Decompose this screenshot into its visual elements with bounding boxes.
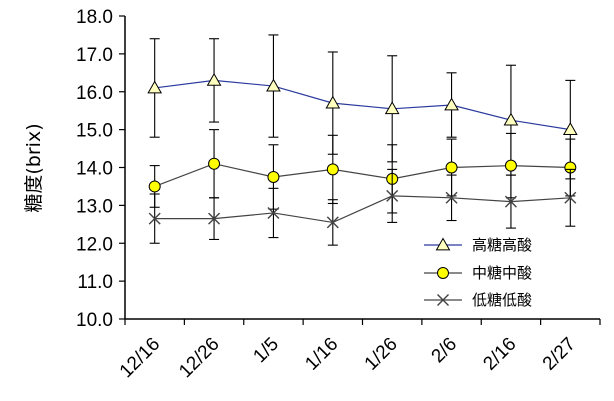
x-marker-stroke xyxy=(504,195,517,208)
data-point xyxy=(208,157,221,170)
x-tick-label: 1/26 xyxy=(361,334,402,375)
y-axis-title: 糖度(brix) xyxy=(23,123,45,212)
x-tick-label: 2/27 xyxy=(539,334,580,375)
x-marker-stroke xyxy=(267,206,280,219)
legend-label: 中糖中酸 xyxy=(472,264,532,282)
series-3 xyxy=(148,168,577,246)
y-tick-label: 15.0 xyxy=(76,121,113,142)
data-point xyxy=(445,161,458,174)
x-tick-label: 2/6 xyxy=(428,334,462,368)
y-tick-label: 10.0 xyxy=(76,310,113,331)
data-point xyxy=(325,95,341,109)
x-tick-label: 12/26 xyxy=(175,334,223,382)
data-point xyxy=(326,163,339,176)
data-point xyxy=(504,195,517,208)
y-tick-label: 11.0 xyxy=(77,272,113,293)
legend-label: 高糖高酸 xyxy=(472,236,532,254)
x-marker-stroke xyxy=(326,216,339,229)
data-point xyxy=(564,191,577,204)
x-marker-stroke xyxy=(564,191,577,204)
x-tick-label: 2/16 xyxy=(479,334,520,375)
series-line xyxy=(154,163,571,187)
data-point xyxy=(445,191,458,204)
series-line xyxy=(154,79,571,131)
data-point xyxy=(267,206,280,219)
x-marker-stroke xyxy=(437,294,449,306)
data-point xyxy=(208,212,221,225)
legend-marker xyxy=(437,294,449,306)
legend-label: 低糖低酸 xyxy=(472,291,532,309)
data-point xyxy=(147,80,163,94)
series-line xyxy=(154,195,571,224)
data-point xyxy=(266,78,281,92)
data-point xyxy=(148,180,161,193)
legend-marker xyxy=(437,267,449,279)
x-marker-stroke xyxy=(445,191,458,204)
series-1 xyxy=(147,34,578,180)
x-marker-stroke xyxy=(386,189,399,202)
axes: 10.0 11.0 12.0 13.0 14.0 15.0 16.0 17.0 18.0 12/1… xyxy=(23,7,601,382)
data-point xyxy=(148,212,161,225)
data-point xyxy=(267,170,280,183)
y-tick-label: 12.0 xyxy=(76,234,113,255)
y-tick-label: 14.0 xyxy=(76,159,113,180)
x-marker-stroke xyxy=(148,212,161,225)
data-point xyxy=(326,216,339,229)
data-point xyxy=(504,159,517,172)
data-point xyxy=(386,189,399,202)
x-tick-label: 1/16 xyxy=(301,334,342,375)
legend-item-1: 高糖高酸 xyxy=(424,236,532,254)
y-tick-label: 13.0 xyxy=(76,196,113,217)
data-point xyxy=(562,122,578,135)
legend-item-2: 中糖中酸 xyxy=(424,264,532,282)
y-tick-label: 16.0 xyxy=(76,83,113,104)
data-point xyxy=(444,97,459,111)
y-tick-label: 17.0 xyxy=(76,45,113,66)
legend-item-3: 低糖低酸 xyxy=(424,291,532,309)
legend-marker xyxy=(435,237,451,251)
x-marker-stroke xyxy=(208,212,221,225)
y-tick-label: 18.0 xyxy=(76,7,113,28)
x-tick-label: 12/16 xyxy=(116,334,164,382)
data-point xyxy=(503,112,519,126)
data-point xyxy=(384,101,400,115)
series-group xyxy=(147,34,578,246)
data-point xyxy=(206,72,222,86)
x-tick-label: 1/5 xyxy=(249,334,283,368)
